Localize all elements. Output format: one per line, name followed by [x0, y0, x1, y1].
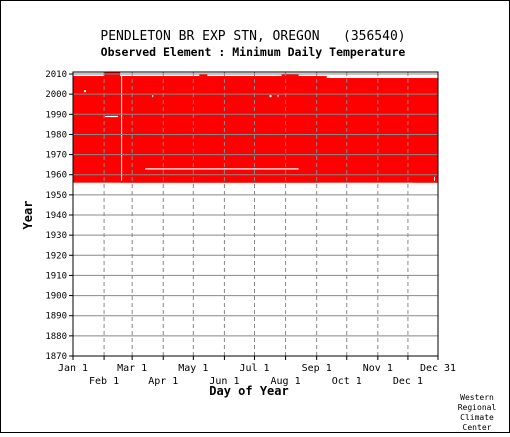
credit-line: Regional	[458, 403, 497, 412]
missing-data-gap	[121, 76, 123, 181]
y-tick-label: 1920	[45, 251, 67, 261]
credit-line: Western	[460, 393, 494, 402]
x-tick-label: Mar 1	[117, 363, 147, 374]
missing-data-gap	[277, 95, 279, 98]
y-tick-label: 2000	[45, 90, 67, 100]
y-tick-label: 1870	[45, 352, 67, 362]
credit-line: Climate	[460, 413, 494, 422]
plot-area: 1870 1880 1890 1900 1910 1920 1930 1940 1950 1960…	[45, 70, 456, 387]
x-tick-label: Nov 1	[363, 363, 393, 374]
missing-data-gap	[145, 168, 299, 170]
data-coverage-block	[199, 74, 208, 77]
x-tick-label: Dec 1	[393, 376, 423, 387]
x-tick-label: May 1	[178, 363, 208, 374]
chart-title: PENDLETON BR EXP STN, OREGON (356540)	[100, 29, 405, 44]
x-tick-label: Jan 1	[58, 363, 88, 374]
missing-data-gap	[152, 95, 154, 98]
y-tick-label: 1890	[45, 312, 67, 322]
x-tick-label: Jun 1	[209, 376, 239, 387]
missing-data-gap	[433, 176, 435, 181]
y-tick-label: 1880	[45, 332, 67, 342]
x-tick-label: Oct 1	[332, 376, 362, 387]
missing-data-gap	[105, 115, 119, 118]
credit-line: Center	[463, 423, 492, 432]
y-tick-label: 1900	[45, 292, 67, 302]
missing-data-gap	[73, 182, 121, 185]
y-tick-label: 1960	[45, 171, 67, 181]
plot-border	[72, 71, 439, 357]
y-tick-label: 1970	[45, 151, 67, 161]
x-tick-label: Sep 1	[302, 363, 332, 374]
x-tick-label: Jul 1	[239, 363, 269, 374]
data-coverage-block	[281, 74, 299, 77]
y-tick-label: 1950	[45, 191, 67, 201]
chart-subtitle: Observed Element : Minimum Daily Tempera…	[101, 45, 406, 59]
missing-data-gap	[84, 90, 87, 93]
data-coverage-block	[73, 76, 438, 183]
y-tick-label: 1910	[45, 271, 67, 281]
x-tick-label: Apr 1	[148, 376, 178, 387]
y-tick-label: 1990	[45, 110, 67, 120]
x-tick-label: Feb 1	[89, 376, 119, 387]
y-tick-label: 1930	[45, 231, 67, 241]
x-tick-label: Dec 31	[420, 363, 456, 374]
x-tick-label: Aug 1	[271, 376, 301, 387]
missing-data-gap	[269, 95, 272, 98]
missing-data-gap	[318, 182, 413, 185]
y-axis-label: Year	[21, 201, 35, 230]
x-axis-label: Day of Year	[209, 384, 288, 398]
y-tick-label: 2010	[45, 70, 67, 80]
missing-data-gap	[326, 76, 438, 79]
y-tick-label: 1940	[45, 211, 67, 221]
y-tick-label: 1980	[45, 130, 67, 140]
